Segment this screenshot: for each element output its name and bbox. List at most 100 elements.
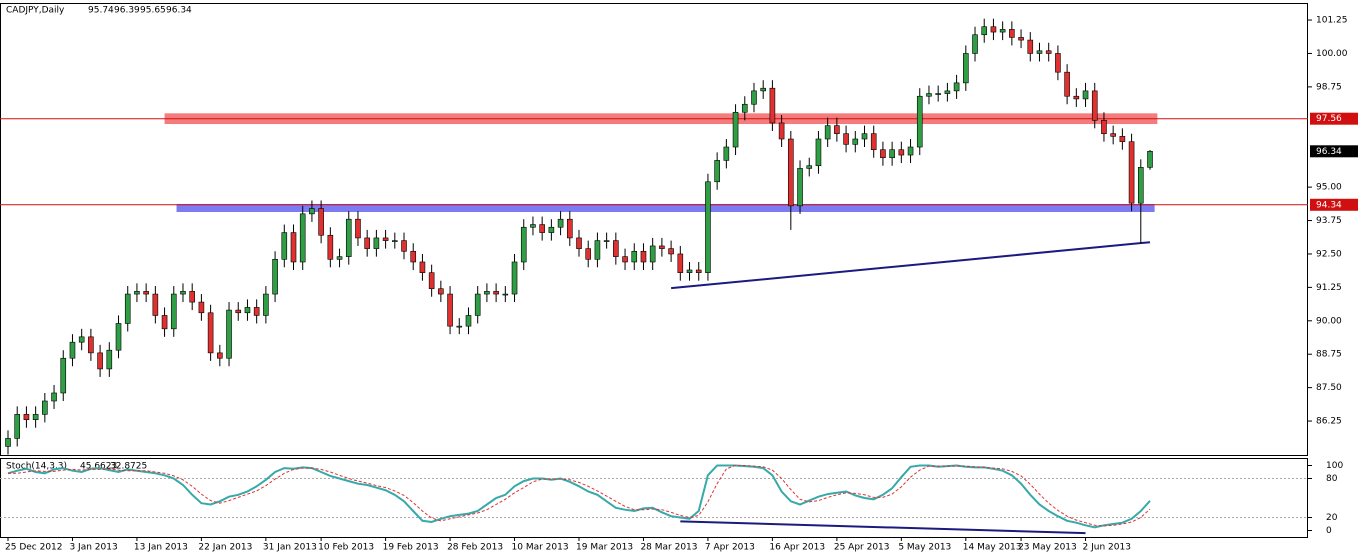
- candle-body: [23, 414, 30, 421]
- candle-body: [42, 400, 48, 415]
- price-line-label: 97.56: [1316, 114, 1342, 124]
- candle-body: [788, 138, 794, 207]
- y-tick-label: 87.50: [1316, 383, 1342, 393]
- candle-body: [530, 224, 536, 228]
- candle-body: [309, 208, 315, 215]
- candle-body: [502, 293, 509, 296]
- x-tick-label: 2 Jun 2013: [1083, 543, 1131, 553]
- candle-body: [1110, 133, 1116, 137]
- candle-body: [161, 315, 168, 330]
- x-tick-label: 14 May 2013: [963, 543, 1022, 553]
- candle-body: [401, 240, 407, 252]
- candle-body: [668, 248, 674, 255]
- candle-body: [438, 288, 444, 295]
- candle-body: [769, 87, 776, 124]
- candle-body: [60, 357, 67, 394]
- candle-body: [419, 261, 426, 273]
- candle-body: [124, 293, 131, 324]
- candle-body: [972, 34, 978, 54]
- candle-body: [806, 165, 813, 169]
- candle-body: [345, 218, 352, 257]
- candle-body: [263, 293, 269, 316]
- candle-body: [336, 256, 343, 260]
- candle-body: [953, 82, 960, 92]
- candle-body: [392, 240, 398, 242]
- candle-body: [815, 138, 822, 167]
- symbol: CADJPY,Daily: [6, 6, 65, 16]
- candle-body: [235, 309, 242, 314]
- price-line-tag: [1310, 198, 1358, 211]
- stoch-tick-label: 100: [1326, 461, 1343, 471]
- candle-body: [741, 103, 748, 113]
- candle-body: [778, 122, 785, 140]
- candle-body: [32, 414, 39, 421]
- candle-body: [732, 111, 739, 148]
- indicator-signal: 32.8725: [110, 462, 147, 472]
- x-tick-label: 10 Mar 2013: [512, 543, 569, 553]
- candle-body: [447, 293, 453, 327]
- candle-body: [640, 250, 647, 263]
- candle-body: [649, 245, 656, 263]
- candle-body: [51, 392, 57, 402]
- indicator-main: 45.6623: [80, 462, 117, 472]
- candle-body: [106, 349, 113, 370]
- candle-body: [207, 312, 214, 354]
- zone-band: [176, 203, 1155, 212]
- candle-body: [935, 93, 941, 95]
- candle-body: [1055, 53, 1061, 73]
- y-tick-label: 88.75: [1316, 350, 1342, 360]
- candle-body: [990, 26, 997, 33]
- stoch-trendline: [680, 520, 1086, 535]
- price-line-tag: [1310, 112, 1358, 125]
- candle-body: [1036, 50, 1043, 54]
- candle-body: [355, 218, 361, 239]
- candle-body: [622, 256, 628, 263]
- candle-body: [613, 240, 619, 257]
- candle-body: [281, 232, 288, 260]
- candle-body: [1091, 90, 1098, 121]
- candle-body: [861, 133, 868, 140]
- candle-body: [465, 315, 472, 327]
- candle-body: [898, 149, 905, 156]
- candle-body: [594, 240, 601, 260]
- candle-body: [198, 301, 205, 314]
- trendline: [671, 241, 1151, 290]
- candle-body: [576, 237, 582, 249]
- candle-body: [484, 291, 490, 295]
- candle-body: [493, 291, 499, 295]
- candle-body: [999, 29, 1006, 33]
- candle-body: [14, 414, 21, 439]
- candle-body: [603, 240, 610, 242]
- candle-body: [1073, 95, 1080, 100]
- candle-body: [889, 149, 895, 159]
- candle-body: [318, 208, 324, 236]
- candle-body: [907, 146, 914, 156]
- y-tick-label: 93.75: [1316, 216, 1342, 226]
- candle-body: [456, 325, 463, 328]
- candle-body: [290, 232, 297, 263]
- candle-body: [364, 237, 370, 249]
- candle-body: [520, 226, 527, 263]
- stoch-tick-label: 80: [1326, 474, 1338, 484]
- candle-body: [916, 95, 923, 148]
- y-tick-label: 100.00: [1316, 49, 1348, 59]
- header-close: 96.34: [166, 6, 192, 16]
- candle-body: [631, 250, 638, 263]
- x-tick-label: 25 Dec 2012: [5, 543, 63, 553]
- candle-body: [1101, 119, 1107, 134]
- stoch-signal-line: [8, 465, 1151, 527]
- candle-body: [69, 341, 76, 359]
- candle-body: [834, 125, 840, 134]
- x-tick-label: 28 Mar 2013: [640, 543, 697, 553]
- x-tick-label: 3 Jan 2013: [69, 543, 117, 553]
- main-frame: [0, 3, 1308, 456]
- candle-body: [180, 291, 186, 295]
- candle-body: [1119, 136, 1126, 142]
- candle-body: [244, 307, 251, 314]
- x-tick-label: 22 Jan 2013: [198, 543, 252, 553]
- candle-body: [714, 160, 720, 183]
- candle-body: [1027, 39, 1034, 54]
- x-tick-label: 13 Jan 2013: [134, 543, 188, 553]
- x-tick-label: 10 Feb 2013: [318, 543, 374, 553]
